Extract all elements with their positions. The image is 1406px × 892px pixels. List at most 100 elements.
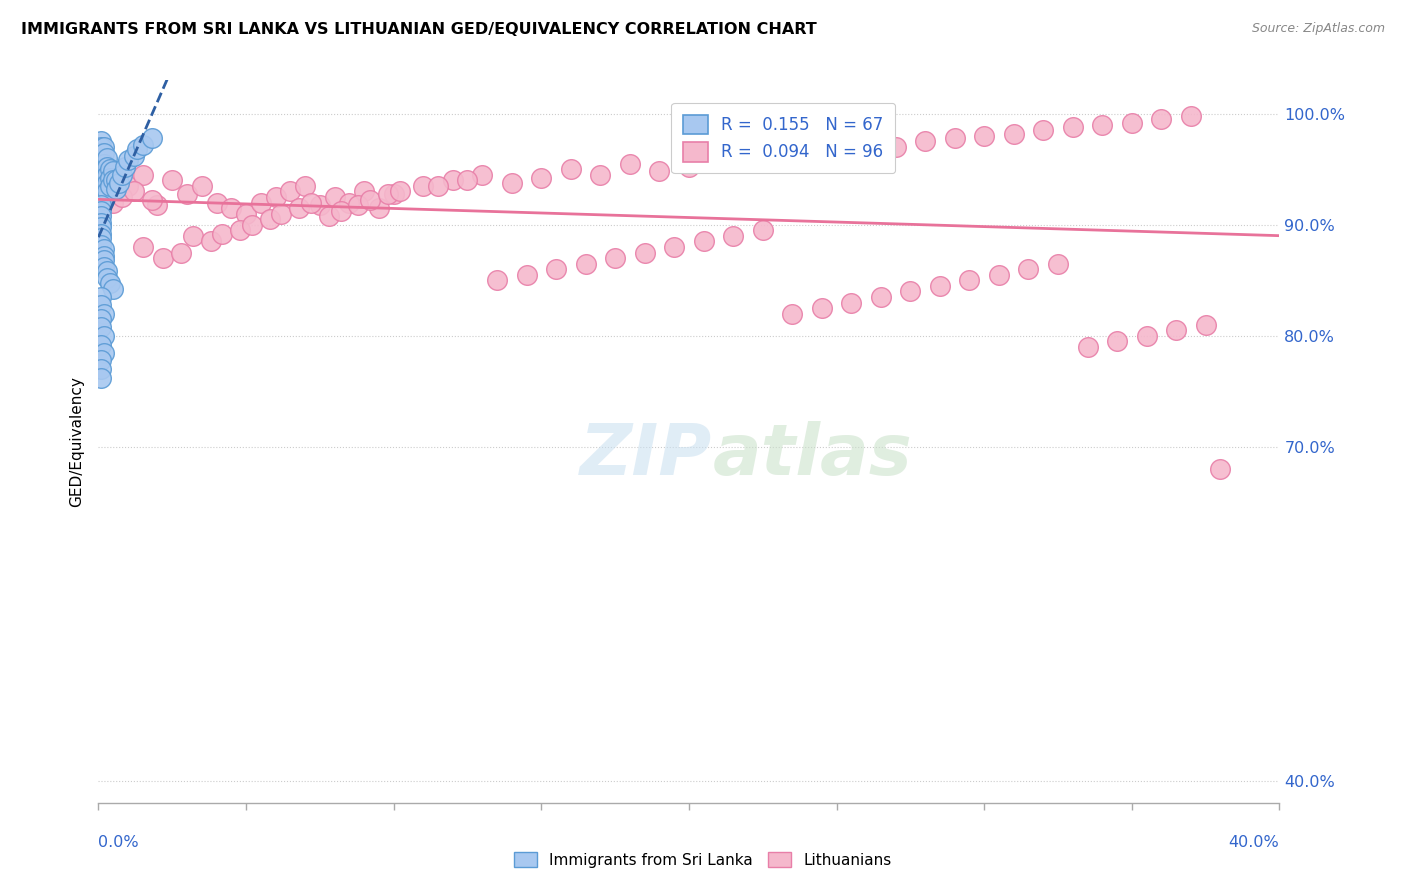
Point [132, 240, 155, 254]
Point [737, 153, 759, 168]
Point [914, 135, 936, 149]
Point [90, 216, 112, 230]
Point [560, 162, 582, 177]
Point [98, 178, 121, 193]
Point [486, 273, 509, 287]
Point [90, 227, 112, 241]
Point [93, 249, 115, 263]
Point [170, 245, 193, 260]
Point [619, 156, 641, 170]
Point [427, 178, 450, 193]
Point [294, 178, 316, 193]
Point [1077, 340, 1099, 354]
Point [96, 271, 118, 285]
Point [152, 251, 174, 265]
Point [90, 312, 112, 326]
Point [105, 182, 128, 196]
Point [90, 160, 112, 174]
Point [240, 218, 263, 232]
Point [959, 273, 981, 287]
Point [250, 195, 273, 210]
Point [105, 173, 128, 187]
Point [103, 195, 125, 210]
Point [441, 173, 464, 187]
Point [90, 362, 112, 376]
Point [93, 307, 115, 321]
Point [1166, 323, 1188, 337]
Point [93, 168, 115, 182]
Point [575, 257, 598, 271]
Point [988, 268, 1011, 282]
Point [96, 168, 118, 182]
Point [605, 251, 627, 265]
Point [280, 185, 302, 199]
Point [90, 209, 112, 223]
Point [93, 178, 115, 193]
Point [900, 285, 922, 299]
Text: ZIP: ZIP [581, 422, 713, 491]
Point [1046, 257, 1070, 271]
Point [141, 194, 163, 208]
Point [270, 207, 292, 221]
Point [388, 185, 411, 199]
Point [1107, 334, 1129, 349]
Point [125, 142, 148, 156]
Point [141, 131, 163, 145]
Point [90, 153, 112, 168]
Point [93, 260, 115, 274]
Point [90, 140, 112, 154]
Point [368, 201, 391, 215]
Point [516, 268, 538, 282]
Point [707, 151, 730, 165]
Point [299, 195, 322, 210]
Point [870, 290, 893, 304]
Point [664, 240, 686, 254]
Point [96, 176, 118, 190]
Point [93, 145, 115, 160]
Point [1195, 318, 1218, 332]
Point [96, 185, 118, 199]
Point [855, 137, 877, 152]
Point [1002, 127, 1025, 141]
Point [648, 164, 671, 178]
Point [943, 131, 966, 145]
Point [752, 223, 775, 237]
Point [796, 145, 818, 160]
Point [309, 198, 332, 212]
Point [122, 185, 145, 199]
Point [339, 195, 361, 210]
Point [1150, 112, 1173, 127]
Point [766, 149, 789, 163]
Point [90, 168, 112, 182]
Point [1032, 123, 1054, 137]
Point [353, 185, 375, 199]
Point [90, 219, 112, 234]
Legend: R =  0.155   N = 67, R =  0.094   N = 96: R = 0.155 N = 67, R = 0.094 N = 96 [672, 103, 896, 173]
Point [530, 171, 553, 186]
Point [205, 195, 228, 210]
Point [93, 162, 115, 177]
Point [96, 160, 118, 174]
Point [1091, 118, 1114, 132]
Point [103, 173, 125, 187]
Point [90, 151, 112, 165]
Point [810, 301, 832, 315]
Point [90, 338, 112, 352]
Point [93, 140, 115, 154]
Point [93, 253, 115, 268]
Point [111, 190, 134, 204]
Text: atlas: atlas [713, 422, 912, 491]
Point [929, 279, 952, 293]
Point [235, 207, 257, 221]
Point [90, 145, 112, 160]
Point [973, 128, 995, 143]
Point [825, 142, 848, 156]
Point [1136, 329, 1159, 343]
Point [132, 168, 155, 182]
Point [90, 231, 112, 245]
Point [229, 223, 252, 237]
Point [501, 176, 523, 190]
Point [117, 153, 139, 168]
Point [103, 164, 125, 178]
Point [93, 186, 115, 201]
